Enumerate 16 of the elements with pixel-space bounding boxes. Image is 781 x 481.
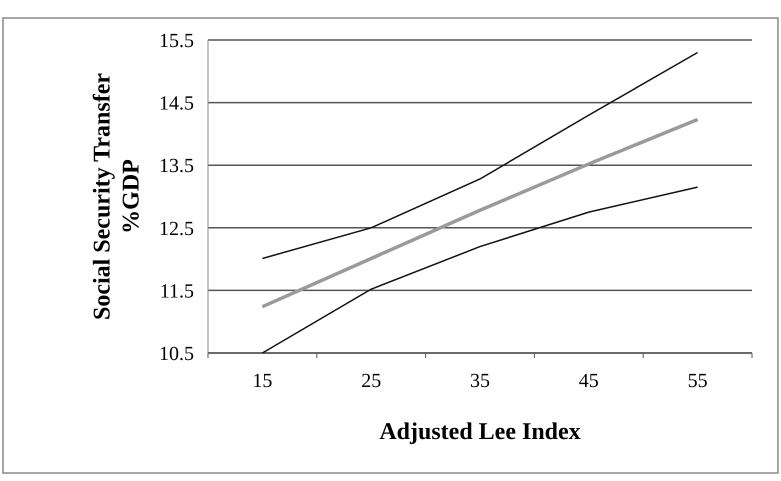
line-series — [262, 186, 698, 354]
x-tick-label: 55 — [688, 370, 708, 392]
line-series — [262, 52, 698, 260]
y-tick-label: 14.5 — [159, 92, 194, 115]
y-tick-label: 15.5 — [159, 30, 194, 52]
y-tick-label: 11.5 — [160, 280, 194, 302]
x-tick-label: 25 — [361, 370, 382, 392]
y-tick-label: 12.5 — [159, 218, 194, 240]
x-tick-label: 15 — [252, 370, 272, 392]
y-tick-label: 10.5 — [159, 343, 194, 365]
x-axis-title: Adjusted Lee Index — [379, 419, 581, 445]
x-tick-label: 45 — [578, 370, 599, 392]
line-series — [260, 118, 700, 308]
y-axis-title: Social Security Transfer %GDP — [90, 72, 144, 320]
y-tick-label: 13.5 — [159, 155, 194, 178]
x-tick-label: 35 — [470, 370, 490, 392]
